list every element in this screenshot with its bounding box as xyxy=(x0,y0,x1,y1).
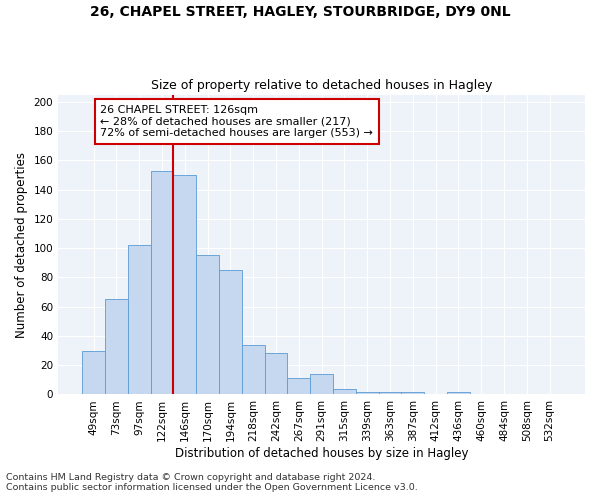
Bar xyxy=(287,378,310,394)
Bar xyxy=(196,256,219,394)
Bar xyxy=(265,354,287,395)
Bar xyxy=(219,270,242,394)
Bar xyxy=(82,350,105,395)
Bar xyxy=(310,374,333,394)
Bar xyxy=(128,245,151,394)
Bar xyxy=(105,300,128,394)
Bar xyxy=(379,392,401,394)
Bar xyxy=(356,392,379,394)
Bar xyxy=(447,392,470,394)
Title: Size of property relative to detached houses in Hagley: Size of property relative to detached ho… xyxy=(151,79,492,92)
Text: Contains HM Land Registry data © Crown copyright and database right 2024.
Contai: Contains HM Land Registry data © Crown c… xyxy=(6,473,418,492)
X-axis label: Distribution of detached houses by size in Hagley: Distribution of detached houses by size … xyxy=(175,447,469,460)
Text: 26 CHAPEL STREET: 126sqm
← 28% of detached houses are smaller (217)
72% of semi-: 26 CHAPEL STREET: 126sqm ← 28% of detach… xyxy=(100,105,373,138)
Text: 26, CHAPEL STREET, HAGLEY, STOURBRIDGE, DY9 0NL: 26, CHAPEL STREET, HAGLEY, STOURBRIDGE, … xyxy=(89,5,511,19)
Bar xyxy=(401,392,424,394)
Y-axis label: Number of detached properties: Number of detached properties xyxy=(15,152,28,338)
Bar xyxy=(173,175,196,394)
Bar xyxy=(151,170,173,394)
Bar xyxy=(333,388,356,394)
Bar xyxy=(242,344,265,395)
